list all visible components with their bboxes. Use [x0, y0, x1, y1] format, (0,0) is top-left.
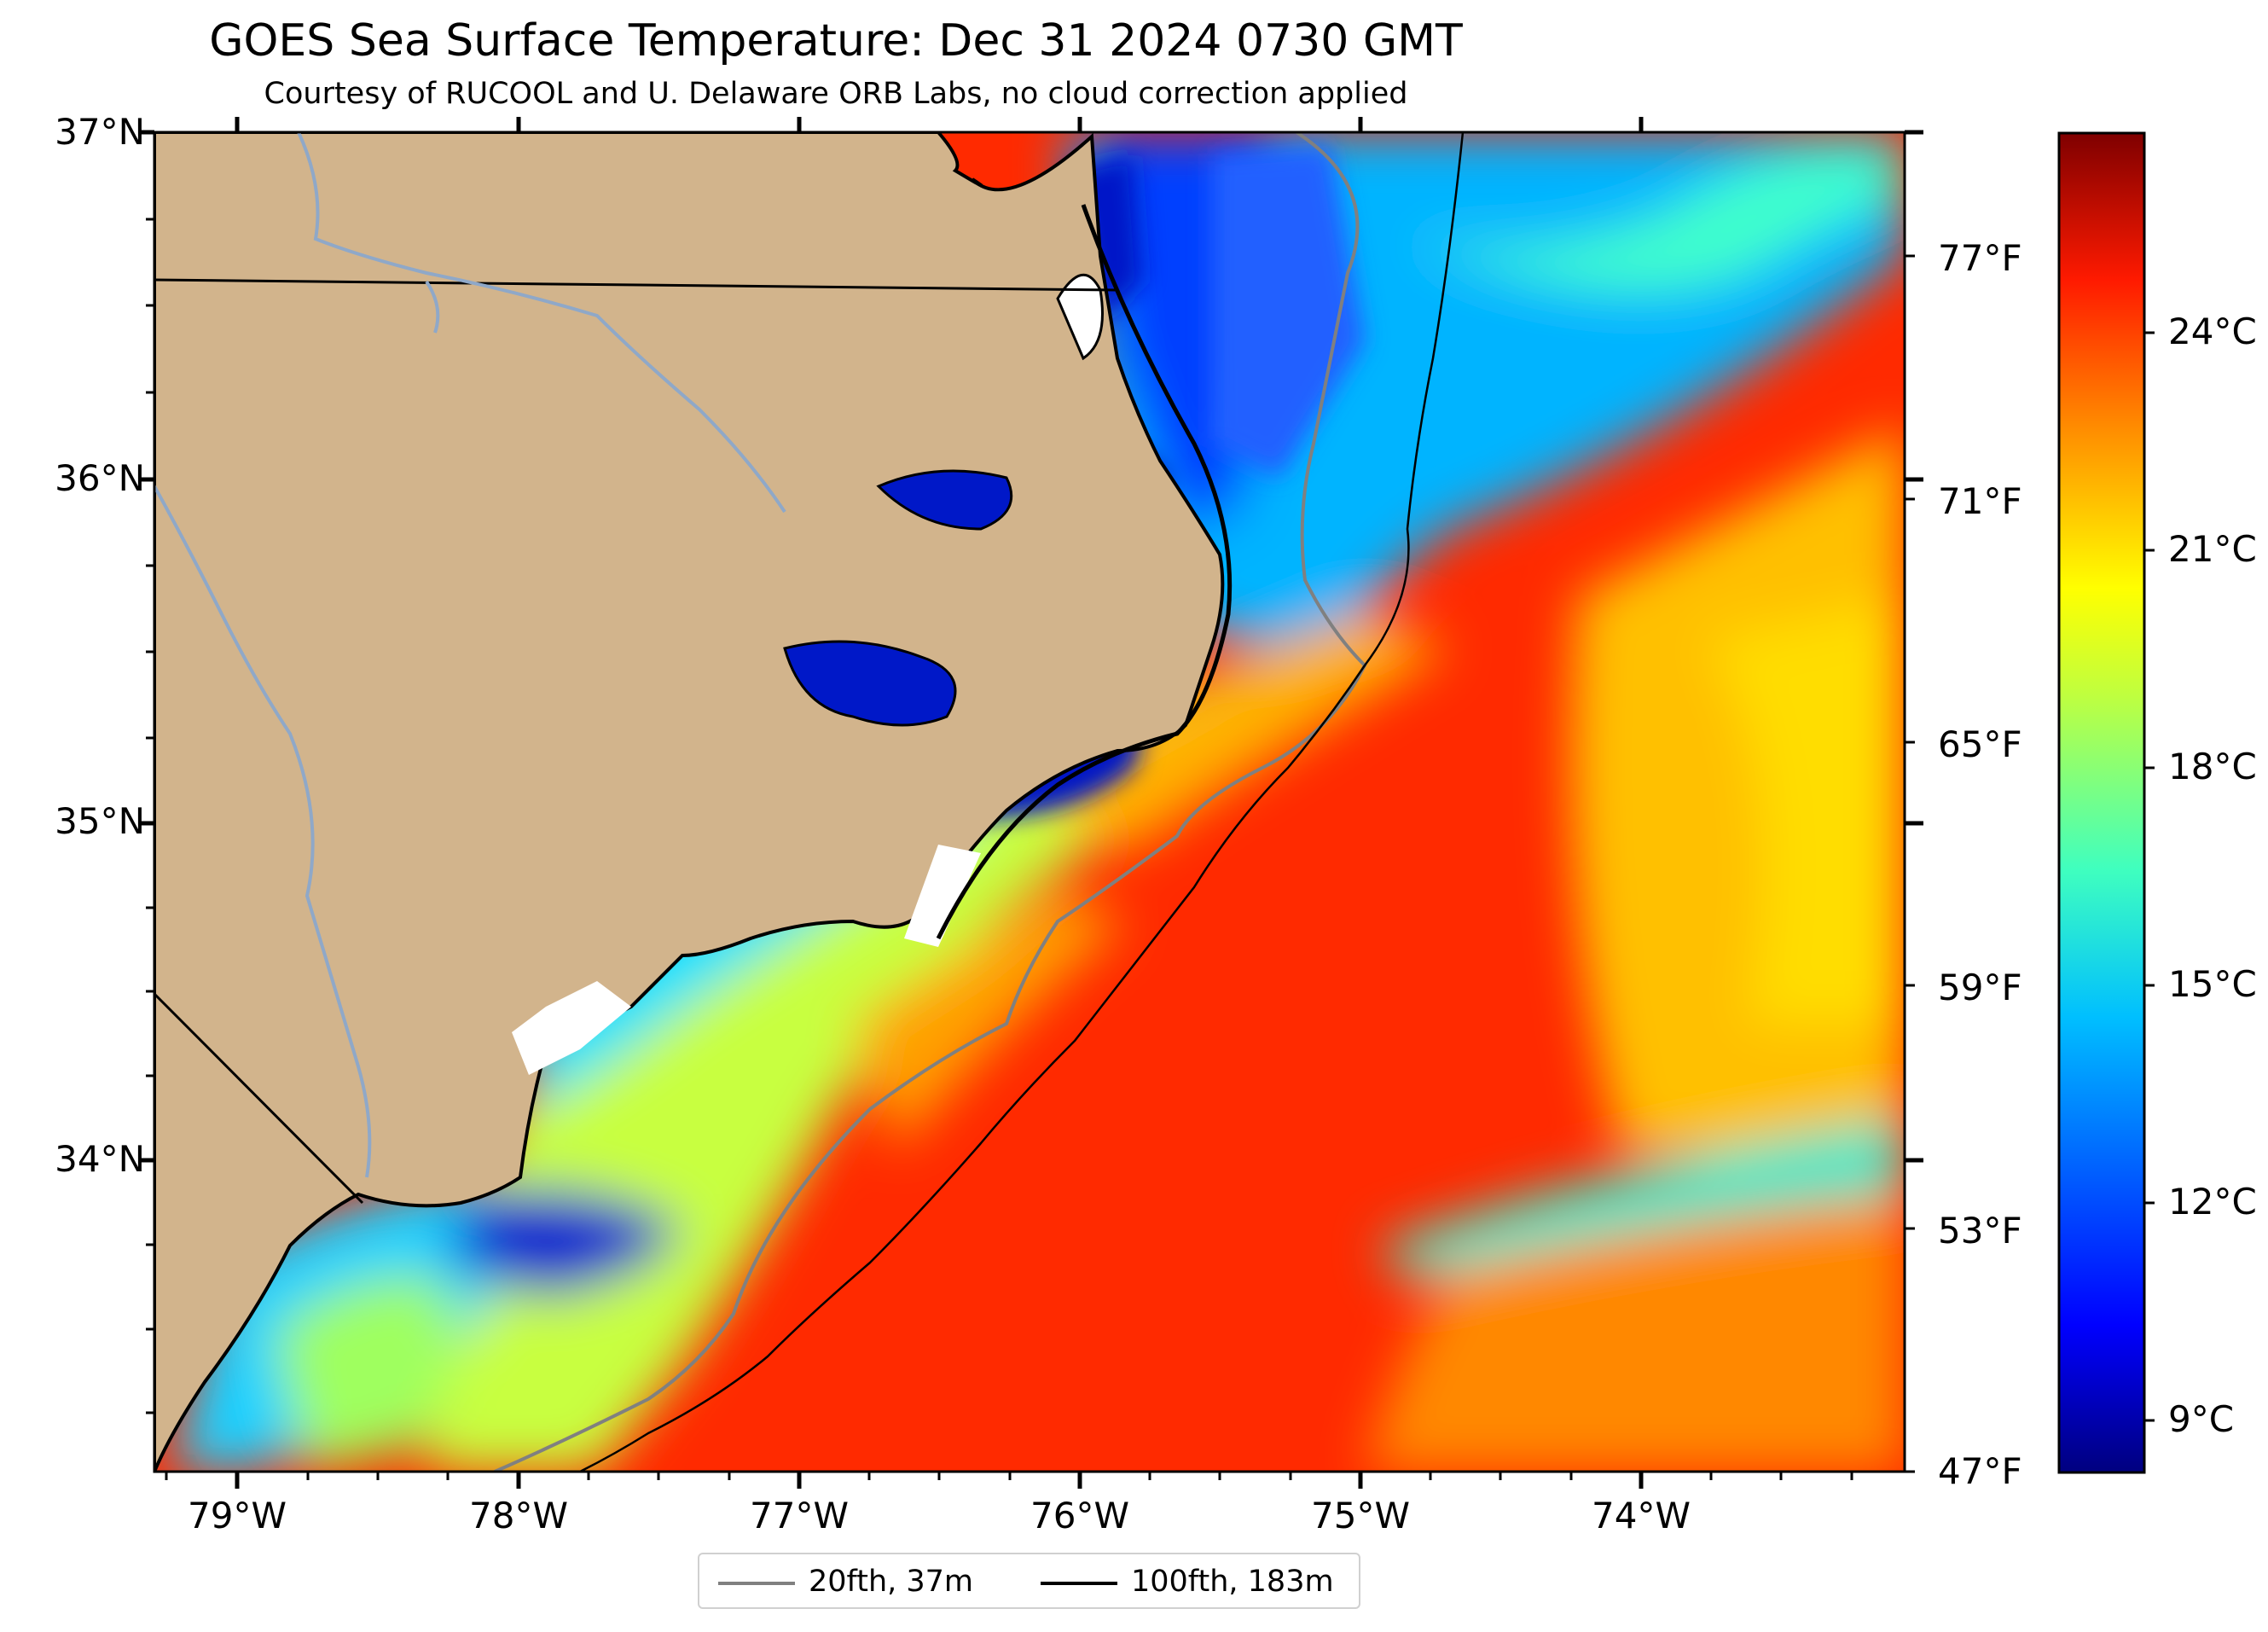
- lon-label-76: 76°W: [1030, 1495, 1129, 1536]
- colorbar-ticks: [2144, 331, 2155, 1422]
- legend-label-20fth: 20fth, 37m: [809, 1565, 974, 1599]
- lon-label-78: 78°W: [469, 1495, 568, 1536]
- lon-label-77: 77°W: [750, 1495, 849, 1536]
- f-label-59: 59°F: [1938, 967, 2022, 1008]
- rivers: [154, 132, 786, 1178]
- c-label-9: 9°C: [2168, 1398, 2235, 1440]
- lon-label-79: 79°W: [188, 1495, 287, 1536]
- f-label-47: 47°F: [1938, 1450, 2022, 1492]
- f-label-77: 77°F: [1938, 237, 2022, 279]
- isobath-20fth: [494, 132, 1367, 1472]
- colorbar-gradient: [2059, 133, 2144, 1472]
- map-title: GOES Sea Surface Temperature: Dec 31 202…: [209, 15, 1463, 67]
- c-label-18: 18°C: [2168, 746, 2257, 787]
- f-label-53: 53°F: [1938, 1210, 2022, 1252]
- state-border-va-nc: [154, 278, 1118, 292]
- legend-swatch-20fth: [718, 1582, 795, 1585]
- lat-ticks: [141, 130, 1923, 1163]
- map-subtitle: Courtesy of RUCOOL and U. Delaware ORB L…: [264, 77, 1408, 111]
- isobath-100fth: [579, 132, 1465, 1472]
- pamlico-sound: [783, 640, 957, 727]
- c-label-21: 21°C: [2168, 528, 2257, 570]
- lat-label-37: 37°N: [55, 111, 145, 153]
- map-legend: 20fth, 37m 100fth, 183m: [698, 1553, 1360, 1609]
- outer-banks: [936, 204, 1233, 940]
- f-label-71: 71°F: [1938, 480, 2022, 522]
- legend-label-100fth: 100fth, 183m: [1131, 1565, 1334, 1599]
- lat-label-34: 34°N: [55, 1138, 145, 1180]
- legend-swatch-100fth: [1041, 1582, 1117, 1585]
- lon-label-74: 74°W: [1592, 1495, 1691, 1536]
- map-frame: [153, 131, 1906, 1473]
- lon-ticks: [235, 117, 1644, 1489]
- lat-label-35: 35°N: [55, 800, 145, 842]
- lon-label-75: 75°W: [1311, 1495, 1410, 1536]
- c-label-15: 15°C: [2168, 963, 2257, 1005]
- c-label-24: 24°C: [2168, 311, 2257, 352]
- lat-label-36: 36°N: [55, 457, 145, 499]
- f-label-65: 65°F: [1938, 723, 2022, 765]
- state-border-nc-sc: [154, 992, 364, 1205]
- c-label-12: 12°C: [2168, 1181, 2257, 1223]
